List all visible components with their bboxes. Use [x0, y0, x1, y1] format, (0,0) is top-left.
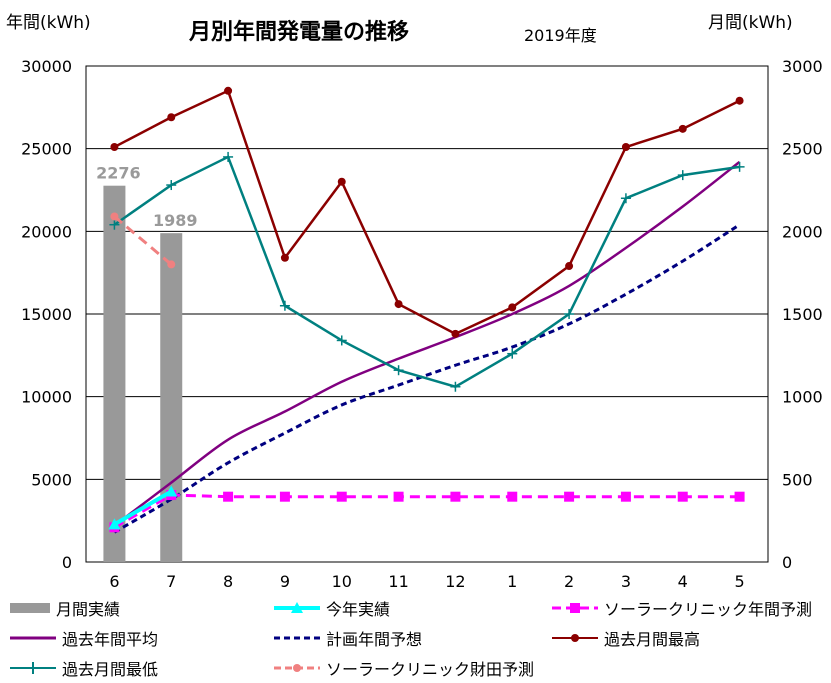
series-marker-4 — [735, 96, 744, 105]
series-line-3 — [113, 223, 741, 534]
x-tick-label: 12 — [445, 572, 465, 591]
legend-item-clinic-takarada-forecast: ソーラークリニック財田予測 — [272, 654, 534, 682]
x-tick-label: 5 — [734, 572, 744, 591]
y-right-tick-label: 500 — [782, 470, 813, 489]
series-marker-4 — [565, 262, 574, 271]
series-marker-4 — [337, 177, 346, 186]
y-right-tick-label: 2500 — [782, 140, 823, 159]
y-left-tick-label: 0 — [62, 553, 72, 572]
y-right-tick-label: 3000 — [782, 57, 823, 76]
legend-label-past-monthly-min: 過去月間最低 — [62, 660, 159, 679]
legend-swatch-past-monthly-max — [552, 634, 598, 642]
y-right-tick-label: 1000 — [782, 388, 823, 407]
x-tick-label: 7 — [166, 572, 176, 591]
legend-swatch-clinic-takarada-forecast — [274, 664, 320, 672]
series-marker-4 — [167, 113, 176, 122]
legend-item-past-annual-average: 過去年間平均 — [8, 624, 158, 652]
series-line-0 — [113, 489, 173, 527]
series-line-2 — [113, 160, 741, 527]
series-marker-1 — [393, 491, 404, 502]
x-tick-label: 6 — [109, 572, 119, 591]
series-marker-1 — [279, 491, 290, 502]
bar-data-label: 1989 — [153, 211, 198, 230]
x-tick-label: 8 — [223, 572, 233, 591]
x-tick-label: 2 — [564, 572, 574, 591]
legend-item-monthly-actual: 月間実績 — [8, 594, 120, 622]
bar-monthly-actual — [160, 233, 183, 563]
series-marker-1 — [677, 491, 688, 502]
bar-data-label: 2276 — [96, 164, 141, 183]
x-tick-label: 1 — [507, 572, 517, 591]
legend-swatch-past-annual-average — [10, 636, 56, 640]
series-marker-4 — [508, 303, 517, 312]
x-tick-label: 9 — [280, 572, 290, 591]
y-right-tick-label: 2000 — [782, 222, 823, 241]
series-line-4 — [113, 89, 741, 336]
legend: 月間実績 今年実績 ソーラークリニック年間予測 過去年間平均 計画年間予想 過去… — [0, 594, 831, 682]
series-marker-0 — [165, 485, 178, 497]
legend-swatch-this-year-actual — [274, 602, 320, 613]
y-axis-right-label: 月間(kWh) — [708, 13, 793, 33]
legend-label-this-year-actual: 今年実績 — [326, 600, 391, 619]
legend-swatch-past-monthly-min — [10, 662, 56, 674]
x-tick-label: 3 — [621, 572, 631, 591]
series-marker-1 — [336, 491, 347, 502]
y-left-tick-label: 15000 — [21, 305, 72, 324]
series-marker-4 — [678, 124, 687, 133]
series-line-6 — [113, 215, 173, 266]
legend-swatch-plan-annual-forecast — [274, 636, 320, 640]
series-marker-4 — [110, 143, 119, 152]
y-left-tick-label: 25000 — [21, 140, 72, 159]
series-marker-4 — [394, 300, 403, 309]
legend-item-past-monthly-max: 過去月間最高 — [550, 624, 700, 652]
legend-label-clinic-takarada-forecast: ソーラークリニック財田予測 — [326, 660, 535, 679]
y-right-tick-label: 1500 — [782, 305, 823, 324]
y-right-tick-label: 0 — [782, 553, 792, 572]
y-left-tick-label: 30000 — [21, 57, 72, 76]
x-tick-label: 4 — [678, 572, 688, 591]
series-marker-1 — [620, 491, 631, 502]
plot-svg: 0 0 5000 500 10000 1000 15000 1500 20000 2000 2500… — [21, 57, 823, 591]
series-marker-1 — [223, 491, 234, 502]
legend-swatch-clinic-annual-forecast — [552, 603, 598, 613]
series-marker-1 — [450, 491, 461, 502]
legend-label-past-annual-average: 過去年間平均 — [62, 630, 159, 649]
x-tick-label: 10 — [332, 572, 352, 591]
series-marker-6 — [167, 260, 176, 269]
series-marker-1 — [734, 491, 745, 502]
series-line-5 — [113, 155, 740, 389]
legend-item-this-year-actual: 今年実績 — [272, 594, 390, 622]
series-marker-4 — [621, 143, 630, 152]
legend-item-clinic-annual-forecast: ソーラークリニック年間予測 — [550, 594, 812, 622]
y-left-tick-label: 20000 — [21, 222, 72, 241]
legend-label-past-monthly-max: 過去月間最高 — [604, 630, 701, 649]
series-line-1 — [113, 493, 740, 529]
series-marker-4 — [224, 86, 233, 95]
legend-item-plan-annual-forecast: 計画年間予想 — [272, 624, 422, 652]
series-marker-0 — [108, 518, 121, 530]
series-marker-6 — [110, 212, 119, 221]
bar-monthly-actual — [103, 185, 126, 562]
legend-swatch-monthly-actual — [10, 603, 50, 613]
y-axis-left-label: 年間(kWh) — [6, 13, 91, 33]
y-left-tick-label: 10000 — [21, 388, 72, 407]
series-marker-4 — [280, 253, 289, 262]
chart-subtitle: 2019年度 — [524, 26, 597, 45]
series-marker-1 — [564, 491, 575, 502]
legend-label-monthly-actual: 月間実績 — [56, 600, 121, 619]
series-marker-4 — [451, 329, 460, 338]
y-left-tick-label: 5000 — [31, 470, 72, 489]
legend-item-past-monthly-min: 過去月間最低 — [8, 654, 158, 682]
legend-label-clinic-annual-forecast: ソーラークリニック年間予測 — [604, 600, 813, 619]
chart-title: 月別年間発電量の推移 — [189, 20, 410, 45]
x-tick-label: 11 — [388, 572, 408, 591]
legend-label-plan-annual-forecast: 計画年間予想 — [326, 630, 423, 649]
series-marker-1 — [507, 491, 518, 502]
